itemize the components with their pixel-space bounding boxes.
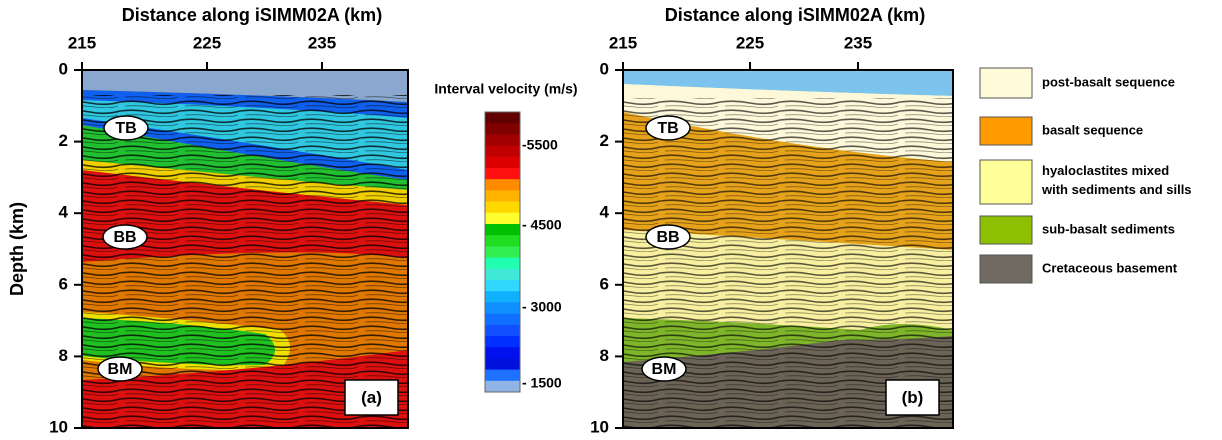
horizon-label: BB [656, 229, 679, 246]
colorbar-swatch [485, 324, 520, 337]
panel-label: (a) [361, 388, 382, 407]
legend-swatch [979, 254, 1033, 284]
legend-label: sub-basalt sediments [1042, 221, 1175, 236]
legend-swatch [979, 215, 1033, 245]
legend-label: Cretaceous basement [1042, 260, 1178, 275]
horizon-marker [641, 356, 687, 382]
x-tick-label: 225 [193, 33, 221, 52]
x-axis-title: Distance along iSIMM02A (km) [122, 5, 382, 25]
panel-label: (b) [902, 388, 924, 407]
colorbar-swatch [485, 224, 520, 236]
panel-label-box [344, 379, 399, 416]
horizon-marker [102, 224, 148, 250]
colorbar-swatch [485, 257, 520, 270]
legend-swatch [979, 116, 1033, 146]
colorbar-swatch [485, 145, 520, 158]
colorbar-tick-label: - 1500 [522, 375, 562, 391]
colorbar-swatch [485, 302, 520, 315]
horizon-marker [97, 356, 143, 382]
horizon-label: TB [657, 120, 678, 137]
colorbar-swatch [485, 168, 520, 180]
legend-swatch [979, 67, 1033, 99]
colorbar-swatch [485, 246, 520, 259]
x-tick-label: 225 [736, 33, 764, 52]
x-tick-label: 235 [844, 33, 872, 52]
colorbar-swatch [485, 156, 520, 169]
horizon-label: BB [113, 229, 136, 246]
colorbar-swatch [485, 358, 520, 371]
colorbar-swatch [485, 369, 520, 382]
y-tick-label: 2 [59, 131, 68, 150]
colorbar-swatch [485, 235, 520, 247]
colorbar-frame [484, 111, 521, 393]
colorbar-swatch [485, 201, 520, 214]
y-tick-label: 0 [59, 59, 68, 78]
colorbar-swatch [485, 190, 520, 203]
colorbar-tick-label: -5500 [522, 137, 558, 153]
y-tick-label: 2 [600, 131, 609, 150]
colorbar-tick-label: - 3000 [522, 299, 562, 315]
y-tick-label: 6 [600, 274, 609, 293]
y-axis-title: Depth (km) [7, 202, 27, 296]
legend: post-basalt sequence basalt sequence hyalo… [979, 67, 1192, 284]
colorbar-swatch [485, 313, 520, 326]
colorbar-swatch [485, 268, 520, 281]
colorbar-swatch [485, 179, 520, 191]
horizon-label: BM [652, 361, 677, 378]
legend-label: hyaloclastites mixed with sediments and s… [1041, 163, 1192, 197]
y-tick-label: 8 [59, 346, 68, 365]
y-tick-label: 4 [600, 203, 610, 222]
y-tick-label: 8 [600, 346, 609, 365]
frame-a [81, 69, 409, 429]
colorbar: Interval velocity (m/s) -5500 - 4500 - 3000… [434, 81, 578, 393]
colorbar-swatch [485, 134, 520, 147]
frame-b [622, 69, 954, 429]
legend-label: post-basalt sequence [1042, 74, 1175, 89]
colorbar-swatch [485, 280, 520, 292]
horizon-label: TB [115, 120, 136, 137]
colorbar-title: Interval velocity (m/s) [434, 81, 577, 97]
x-tick-label: 215 [68, 33, 96, 52]
legend-swatch [979, 159, 1033, 205]
x-tick-label: 215 [609, 33, 637, 52]
y-tick-label: 6 [59, 274, 68, 293]
y-tick-label: 4 [59, 203, 69, 222]
y-tick-label: 10 [590, 417, 609, 435]
colorbar-swatch [485, 123, 520, 135]
section-a [82, 70, 408, 428]
colorbar-swatch [485, 212, 520, 225]
y-tick-label: 0 [600, 59, 609, 78]
horizon-label: BM [108, 361, 133, 378]
horizon-marker [103, 115, 149, 141]
colorbar-swatch [485, 291, 520, 303]
colorbar-tick-label: - 4500 [522, 217, 562, 233]
horizon-marker [645, 115, 691, 141]
colorbar-swatch [485, 112, 520, 124]
legend-label: basalt sequence [1042, 122, 1143, 137]
panel-label-box [885, 379, 940, 416]
colorbar-swatch [485, 336, 520, 348]
y-tick-label: 10 [49, 417, 68, 435]
colorbar-swatch [485, 347, 520, 359]
x-axis-title: Distance along iSIMM02A (km) [665, 5, 925, 25]
x-tick-label: 235 [308, 33, 336, 52]
colorbar-swatch [485, 380, 520, 393]
horizon-marker [645, 224, 691, 250]
